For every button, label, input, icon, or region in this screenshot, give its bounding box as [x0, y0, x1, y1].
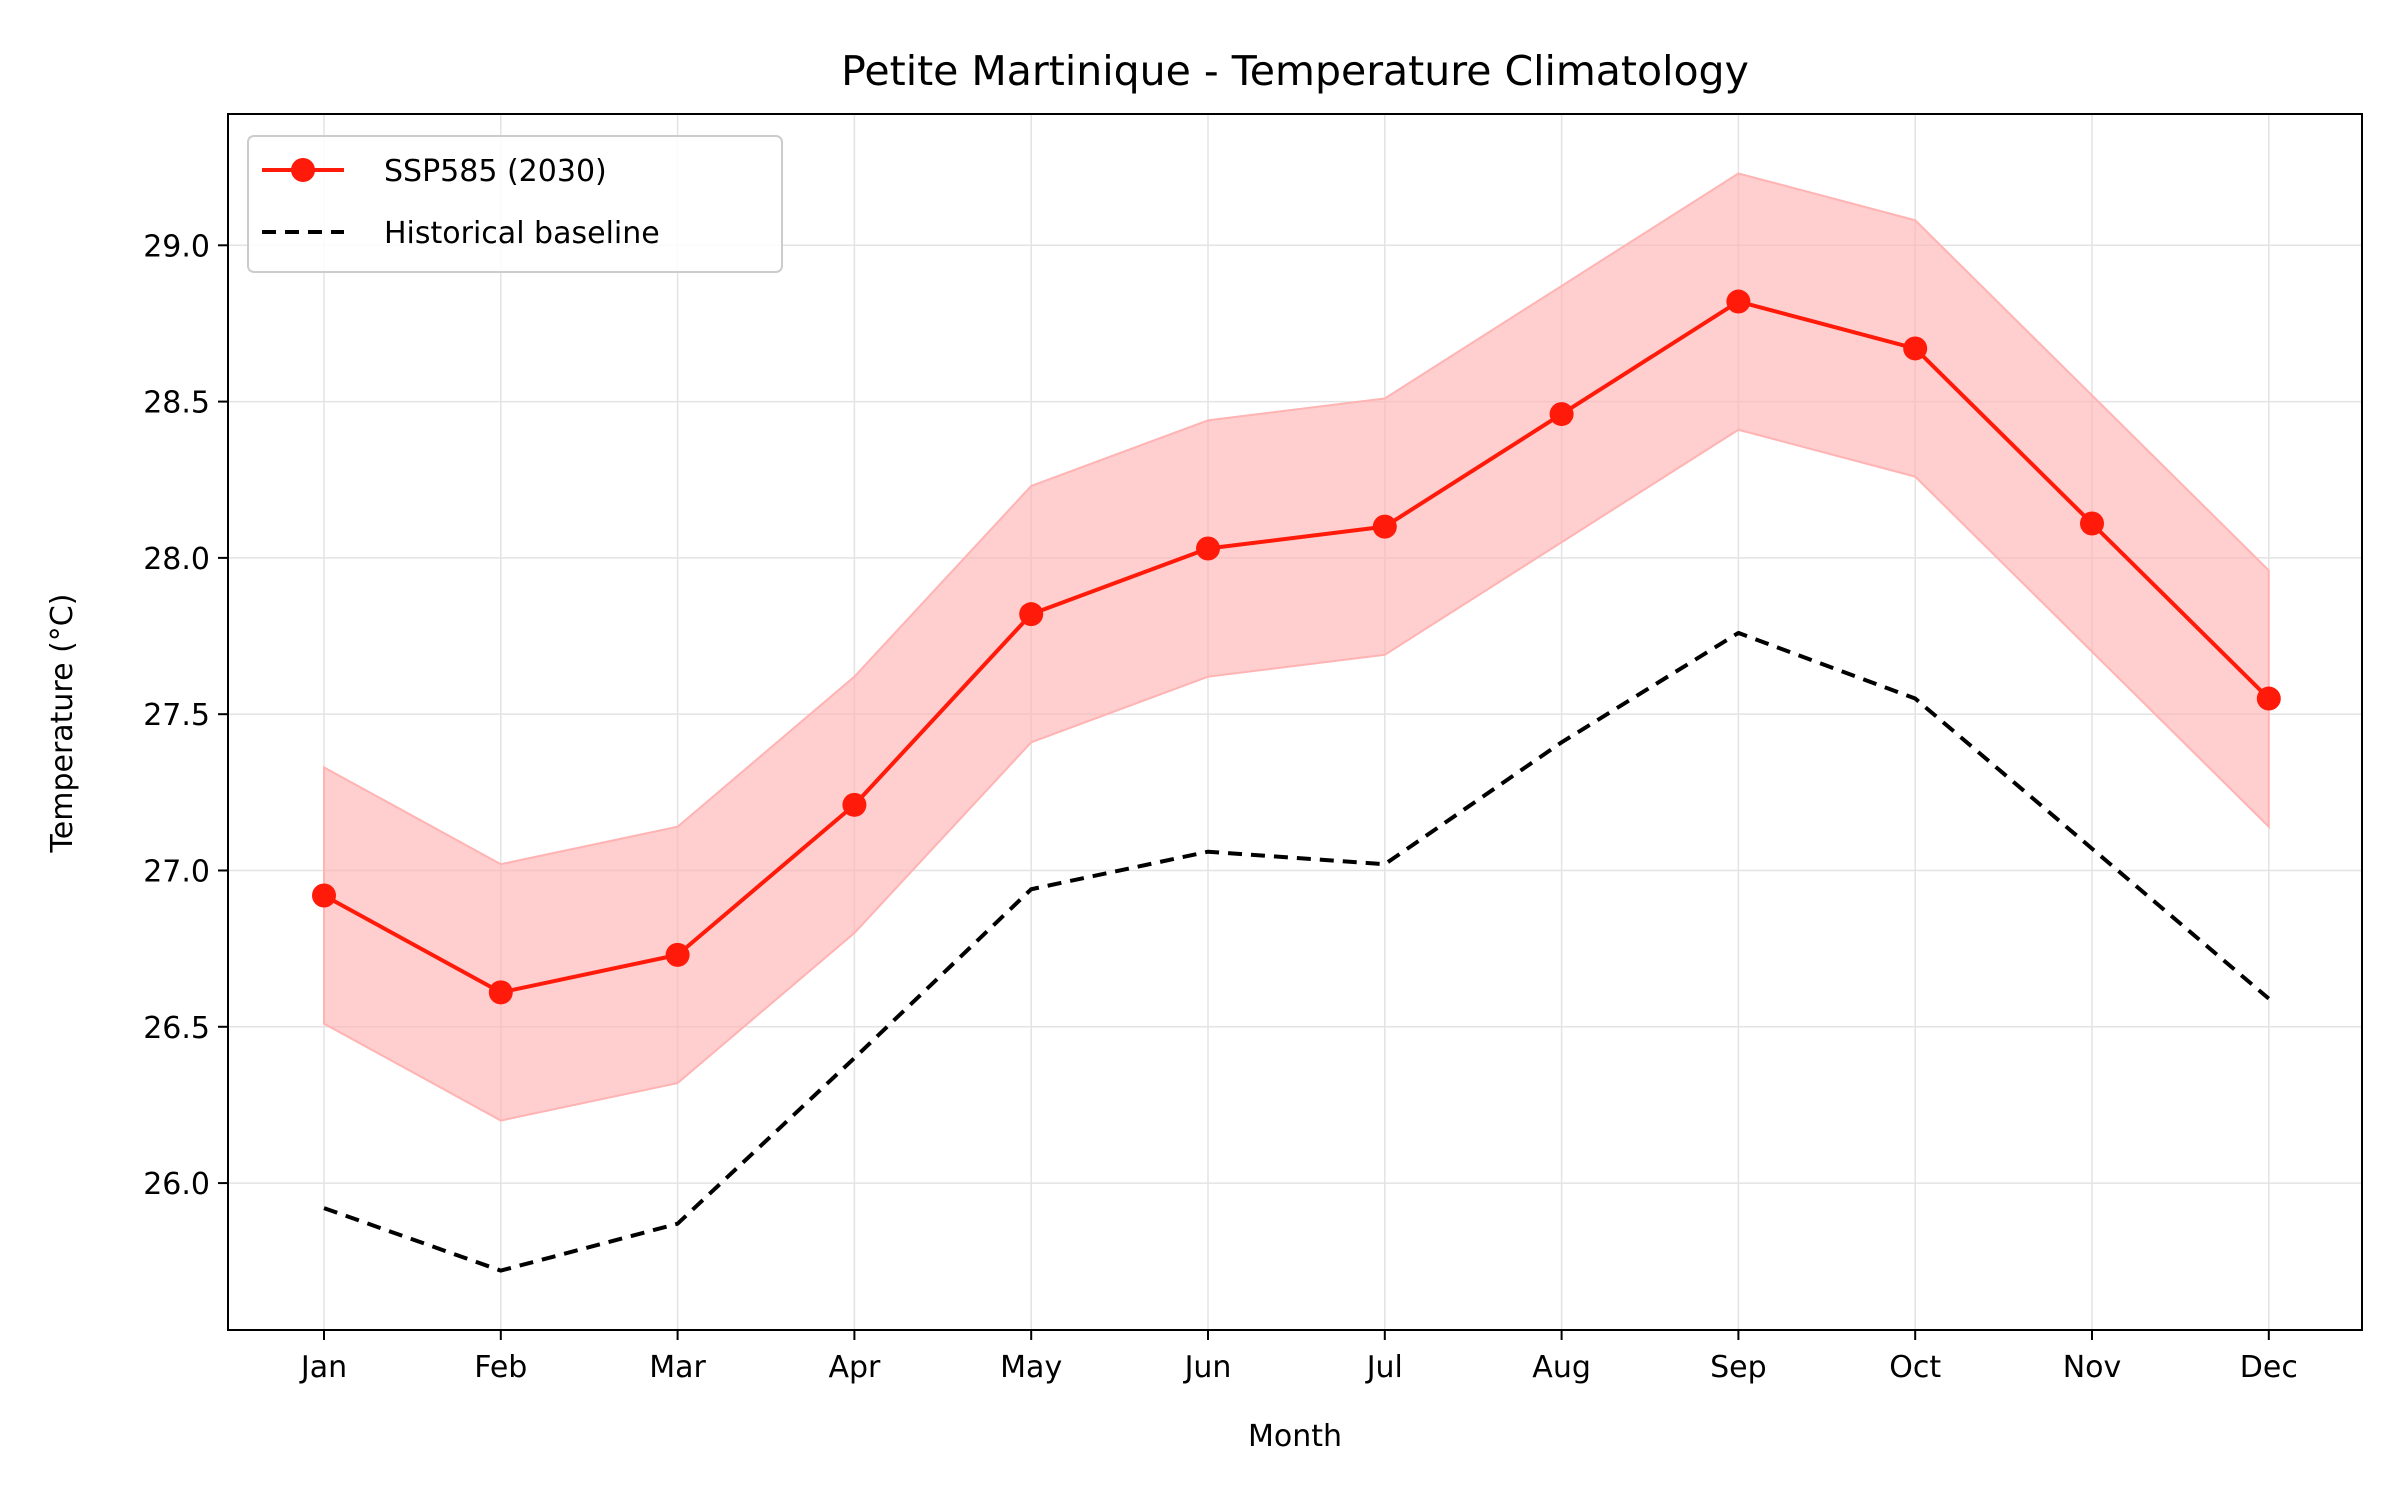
ssp585-point — [312, 883, 336, 908]
plot-frame — [227, 113, 2363, 1331]
y-tick-label: 29.0 — [143, 229, 210, 264]
legend-marker — [291, 158, 315, 182]
ssp585-point — [1726, 289, 1751, 314]
y-tick-label: 27.5 — [143, 698, 210, 733]
ssp585-point — [665, 942, 690, 967]
x-tick-label: Jul — [1365, 1350, 1403, 1385]
chart-title: Petite Martinique - Temperature Climatol… — [841, 47, 1749, 95]
ssp585-point — [2080, 511, 2104, 536]
x-tick-label: Sep — [1710, 1350, 1767, 1385]
series-markers — [312, 289, 2281, 1005]
x-tick-label: Oct — [1889, 1350, 1941, 1385]
ssp585-point — [1549, 402, 1574, 427]
y-tick-label: 28.0 — [143, 542, 210, 577]
y-tick-label: 28.5 — [143, 386, 210, 421]
x-tick-label: Mar — [649, 1350, 706, 1385]
y-tick-label: 26.0 — [143, 1167, 210, 1202]
legend-label: Historical baseline — [384, 216, 660, 251]
x-tick-label: Nov — [2063, 1350, 2122, 1385]
x-tick-label: Apr — [828, 1350, 881, 1385]
x-tick-label: Feb — [474, 1350, 527, 1385]
legend: SSP585 (2030) Historical baseline — [247, 135, 783, 273]
axis-ticks: Jan Feb Mar Apr May Jun Jul Aug Sep Oct Nov Dec 26.0… — [143, 229, 2298, 1385]
x-tick-label: Jun — [1183, 1350, 1232, 1385]
x-tick-label: May — [1000, 1350, 1062, 1385]
ssp585-point — [1196, 536, 1220, 561]
x-tick-label: Dec — [2240, 1350, 2298, 1385]
ssp585-point — [842, 792, 867, 817]
y-axis-label: Temperature (°C) — [45, 594, 80, 854]
ssp585-point — [1372, 514, 1397, 539]
ssp585-point — [1903, 336, 1928, 361]
legend-box — [247, 135, 783, 273]
x-axis-label: Month — [1248, 1419, 1342, 1454]
ssp585-uncertainty-band — [323, 172, 2270, 1122]
uncertainty-band — [323, 172, 2270, 1122]
ssp585-line — [323, 299, 2271, 995]
series-lines — [323, 299, 2271, 1273]
ssp585-point — [2256, 686, 2281, 711]
historical-baseline-line — [323, 630, 2271, 1273]
ssp585-point — [488, 980, 513, 1005]
x-tick-label: Jan — [299, 1350, 347, 1385]
legend-label: SSP585 (2030) — [384, 154, 607, 189]
ssp585-point — [1019, 602, 1044, 627]
y-tick-label: 27.0 — [143, 854, 210, 889]
x-tick-label: Aug — [1532, 1350, 1591, 1385]
y-tick-label: 26.5 — [143, 1011, 210, 1046]
